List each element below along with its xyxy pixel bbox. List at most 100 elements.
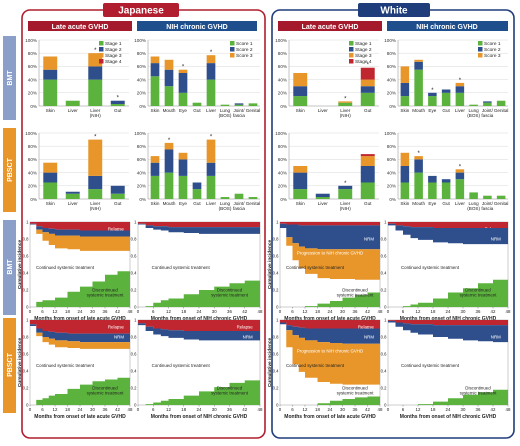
- area-label: Progression to NIH chronic GVHD: [297, 348, 363, 353]
- bar-segment: [88, 139, 103, 176]
- y-tick-label: 100%: [134, 131, 146, 136]
- x-tick-label: Liver: [90, 201, 100, 206]
- bar-segment: [455, 86, 465, 93]
- bar-segment: [192, 189, 202, 199]
- x-tick-label: 30: [340, 407, 345, 412]
- x-tick-label: 18: [65, 309, 70, 314]
- y-tick-label: 0.2: [381, 386, 387, 391]
- bar-segment: [234, 193, 244, 199]
- bar-segment: [428, 92, 437, 97]
- area-band: [280, 223, 380, 250]
- bar-segment: [414, 69, 423, 106]
- area-band: [30, 320, 130, 334]
- x-tick-label: 18: [431, 309, 436, 314]
- area-band: [30, 325, 130, 349]
- bar_w_bmt_chronic: 0% 20% 40% 60% 80% 100% Skin Mouth * Eye Gut * Liver…: [384, 38, 508, 118]
- legend-label: Stage 1: [355, 41, 372, 47]
- legend-label: Stage 4: [105, 59, 122, 65]
- bar-segment: [441, 92, 451, 106]
- japanese-header-bg: [103, 3, 179, 17]
- y-tick-label: 20%: [387, 91, 396, 96]
- area-band: [30, 223, 130, 237]
- x-tick-label: (NIH): [340, 206, 351, 211]
- x-tick-label: 6: [152, 407, 155, 412]
- y-tick-label: 0%: [280, 104, 287, 109]
- x-tick-label: Liver: [68, 201, 78, 206]
- x-tick-label: 12: [416, 407, 421, 412]
- legend-label: Score 2: [484, 47, 501, 53]
- y-tick-label: 20%: [278, 184, 287, 189]
- bar-segment: [65, 100, 80, 106]
- y-tick-label: 0.6: [131, 254, 137, 259]
- bar-segment: [293, 172, 308, 190]
- y-tick-label: 40%: [278, 170, 287, 175]
- x-tick-label: Joint/: [234, 108, 246, 113]
- y-tick-label: 40%: [28, 77, 37, 82]
- bar-segment: [150, 175, 160, 199]
- x-tick-label: Gut: [364, 108, 372, 113]
- x-tick-label: Joint/: [482, 108, 494, 113]
- area-band: [280, 292, 380, 307]
- y-tick-label: 0.2: [273, 386, 279, 391]
- legend-label: Stage 2: [105, 47, 122, 53]
- y-tick-label: 60%: [137, 64, 146, 69]
- x-tick-label: 42: [491, 407, 496, 412]
- y-tick-label: 0.6: [381, 254, 387, 259]
- significance-star: *: [344, 96, 347, 102]
- y-tick-label: 0.2: [273, 288, 279, 293]
- x-tick-label: 36: [103, 309, 108, 314]
- legend-swatch: [349, 47, 354, 52]
- significance-star: *: [459, 164, 462, 170]
- bar-segment: [192, 102, 202, 106]
- y-tick-label: 80%: [28, 51, 37, 56]
- bar-segment: [400, 182, 410, 199]
- y-tick-label: 0.8: [23, 335, 29, 340]
- bar-segment: [164, 86, 174, 106]
- area-band: [388, 223, 508, 245]
- area-band: [280, 320, 380, 329]
- area-label: Continued systemic treatment: [36, 363, 95, 368]
- bar-segment: [441, 182, 451, 199]
- significance-star: *: [367, 63, 370, 69]
- y-tick-label: 0.2: [131, 386, 137, 391]
- bar-segment: [428, 175, 437, 183]
- x-tick-label: 18: [315, 309, 320, 314]
- x-tick-label: Liver: [340, 108, 350, 113]
- y-tick-label: 0: [276, 305, 279, 310]
- x-tick-label: Lung: [469, 108, 480, 113]
- y-tick-label: 0: [134, 305, 137, 310]
- x-axis-label: Months from onset of NIH chronic GVHD: [400, 316, 497, 322]
- bar-segment: [248, 103, 258, 106]
- bar-segment: [441, 89, 451, 93]
- y-tick-label: 0.2: [23, 386, 29, 391]
- area-label: NRM: [243, 237, 253, 242]
- legend-swatch: [230, 47, 235, 52]
- y-tick-label: 0.8: [381, 335, 387, 340]
- area-label: Discontinued: [217, 386, 243, 391]
- x-tick-label: 30: [461, 309, 466, 314]
- x-tick-label: 36: [103, 407, 108, 412]
- significance-star: *: [344, 181, 347, 187]
- area-label: NRM: [114, 335, 124, 340]
- bar-segment: [483, 102, 492, 106]
- side-label-pbsct-bars-bg: [3, 128, 16, 212]
- area-label: systemic treatment: [87, 391, 125, 396]
- bar-segment: [400, 66, 410, 83]
- y-tick-label: 0.4: [23, 369, 29, 374]
- w-chronic-subheader: NIH chronic GVHD: [416, 24, 477, 31]
- x-tick-label: Gut: [114, 201, 122, 206]
- x-tick-label: 24: [446, 407, 451, 412]
- y-tick-label: 40%: [387, 77, 396, 82]
- x-tick-label: Gut: [193, 108, 201, 113]
- y-tick-label: 80%: [137, 51, 146, 56]
- y-tick-label: 1: [26, 220, 29, 225]
- bar-segment: [293, 189, 308, 199]
- y-tick-label: 0.8: [131, 237, 137, 242]
- y-tick-label: 0.8: [381, 237, 387, 242]
- x-tick-label: Liver: [340, 201, 350, 206]
- bar-segment: [455, 169, 465, 173]
- bar-segment: [192, 182, 202, 190]
- bar-segment: [400, 152, 410, 166]
